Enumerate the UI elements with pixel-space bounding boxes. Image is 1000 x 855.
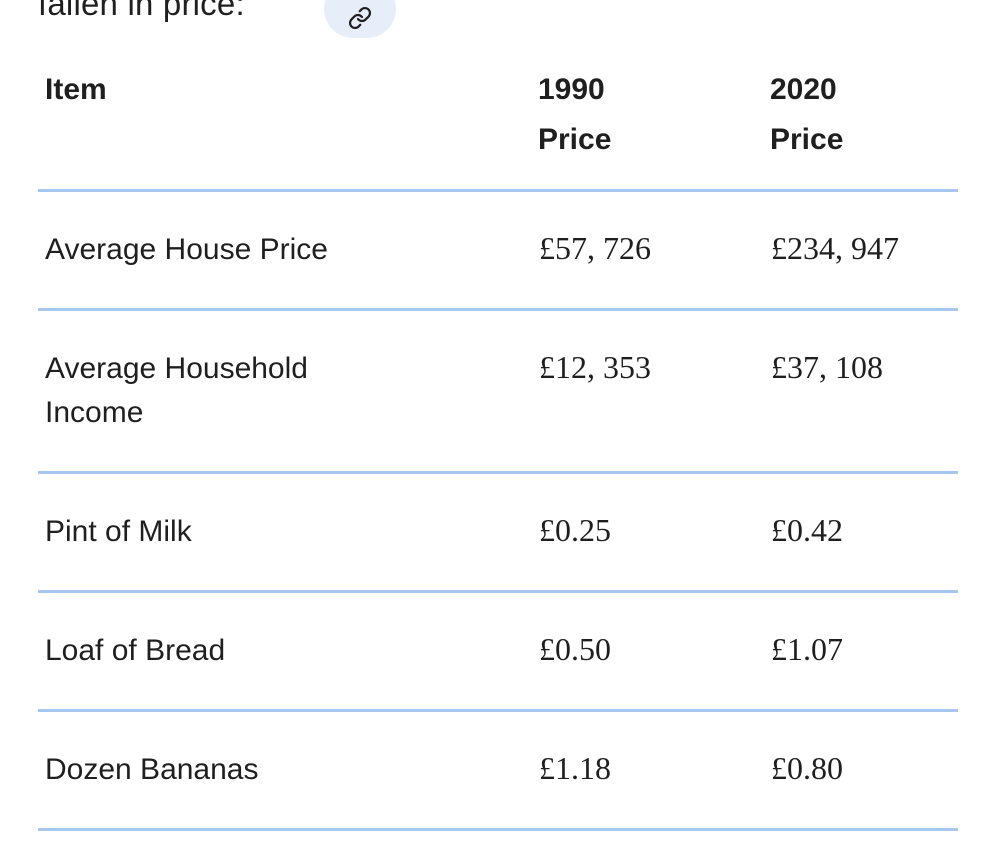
price-1990-cell: £12, 353 [538,309,770,474]
item-cell: Pint of Milk [38,472,538,593]
price-2020-cell: £234, 947 [770,190,958,311]
price-2020-cell: £1.07 [770,591,958,712]
column-header-2020-price: 2020 Price [770,40,958,192]
item-cell: Dozen Bananas [38,710,538,831]
price-1990-cell: £1.18 [538,710,770,831]
intro-text-fragment: fallen in price: [38,0,245,22]
column-header-1990-price: 1990 Price [538,40,770,192]
item-cell: Average House Price [38,190,538,311]
table-row: Pint of Milk £0.25 £0.42 [38,472,958,593]
header-row: Item 1990 Price 2020 Price [38,40,958,192]
price-1990-cell: £57, 726 [538,190,770,311]
table-row: Average House Price £57, 726 £234, 947 [38,190,958,311]
intro-row: fallen in price: [0,0,1000,38]
column-header-item: Item [38,40,538,192]
price-2020-cell: £0.42 [770,472,958,593]
price-1990-cell: £0.25 [538,472,770,593]
table-row: Dozen Bananas £1.18 £0.80 [38,710,958,831]
price-2020-cell: £37, 108 [770,309,958,474]
price-comparison-table: Item 1990 Price 2020 Price Average House… [38,40,958,831]
source-link-chip[interactable] [324,0,396,38]
price-2020-cell: £0.80 [770,710,958,831]
table-row: Average Household Income £12, 353 £37, 1… [38,309,958,474]
item-cell: Loaf of Bread [38,591,538,712]
table-row: Loaf of Bread £0.50 £1.07 [38,591,958,712]
item-cell: Average Household Income [38,309,538,474]
link-icon [348,6,372,30]
price-1990-cell: £0.50 [538,591,770,712]
